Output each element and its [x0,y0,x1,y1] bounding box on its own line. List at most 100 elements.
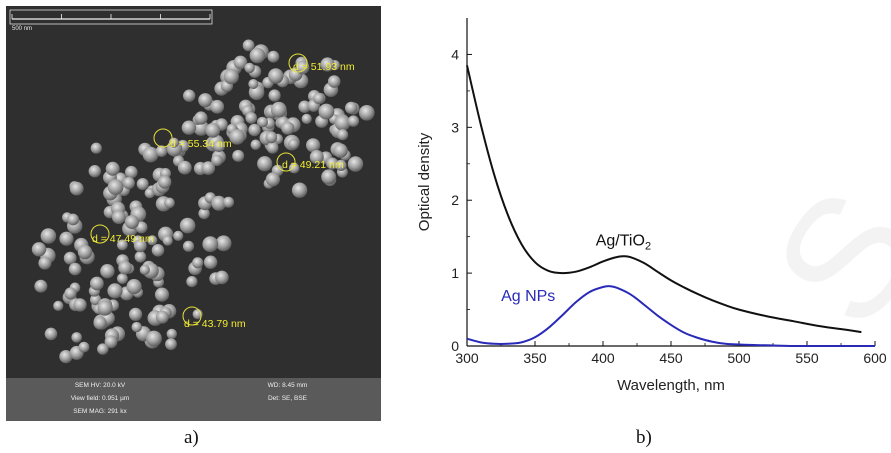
nanoparticle [265,131,278,144]
nanoparticle [198,207,210,220]
nanoparticle [111,210,126,225]
sem-info-bar: SEM HV: 20.0 kV WD: 8.45 mm View field: … [6,378,381,421]
y-tick-label: 0 [451,338,459,354]
diameter-annotation: d = 49.21 nm [282,159,344,171]
nanoparticle [142,146,159,163]
nanoparticle [326,157,339,170]
nanoparticle [288,162,300,174]
nanoparticle [164,197,175,209]
nanoparticle [64,287,77,300]
nanoparticle [63,251,77,265]
nanoparticle [268,68,284,84]
nanoparticle [306,138,321,153]
nanoparticle [298,100,311,113]
nanoparticle [90,294,102,306]
nanoparticle [67,213,79,226]
measurement-circle [182,306,202,326]
sem-micrograph [6,6,381,378]
measurement-circle [153,128,173,148]
scale-bar-label: 500 nm [12,26,33,32]
nanoparticle [359,105,375,121]
nanoparticle [244,62,255,74]
nanoparticle [198,93,213,108]
nanoparticle [44,327,58,341]
label-ag-tio2: Ag/TiO2 [596,232,651,252]
nanoparticle [118,260,132,275]
nanoparticle [249,47,266,64]
nanoparticle [318,103,335,120]
measurement-circle [276,152,296,172]
series-line [466,65,862,334]
x-tick-label: 350 [523,350,547,366]
nanoparticle [192,257,204,269]
nanoparticle [202,236,219,253]
x-tick-label: 400 [591,350,615,366]
sem-wd-text: WD: 8.45 mm [267,382,308,389]
x-tick-label: 600 [863,350,887,366]
nanoparticle [126,279,142,295]
nanoparticle [232,149,245,162]
nanoparticle [154,287,170,302]
nanoparticle [347,156,364,172]
nanoparticle [242,39,255,52]
nanoparticle [125,165,138,179]
nanoparticle [257,116,268,128]
nanoparticle [295,60,310,75]
nanoparticle [210,99,225,114]
x-axis-title: Wavelength, nm [617,377,725,394]
nanoparticle [69,181,84,196]
nanoparticle [71,332,82,343]
nanoparticle [345,101,358,115]
panel-b-caption: b) [636,427,652,448]
nanoparticle [248,79,259,89]
nanoparticle [183,89,196,102]
nanoparticle [131,321,142,333]
nanoparticle [158,175,172,189]
nanoparticle [291,182,308,198]
particle-cluster [31,39,375,364]
nanoparticle [107,179,124,196]
nanoparticle [327,75,341,88]
nanoparticle [135,221,148,234]
nanoparticle [250,139,261,150]
x-tick-label: 300 [455,350,479,366]
nanoparticle [257,156,273,172]
y-tick-label: 1 [451,265,459,281]
panel-a-caption: a) [184,427,199,448]
nanoparticle [59,231,74,246]
sem-image-panel: 500 nm d = 51.93 nm d = 55.34 nm d = 49.… [6,6,381,421]
series-line [466,285,875,348]
nanoparticle [93,316,107,330]
sem-hv-text: SEM HV: 20.0 kV [74,382,126,389]
nanoparticle [347,115,360,127]
nanoparticle [215,270,229,285]
sem-view-field-text: View field: 0.951 µm [70,395,130,402]
measurement-circle [288,53,308,73]
x-tick-label: 500 [727,350,751,366]
nanoparticle [334,115,351,131]
nanoparticle [320,57,335,72]
nanoparticle [133,239,147,253]
nanoparticle [162,235,173,246]
diameter-annotation: d = 55.34 nm [170,138,232,150]
nanoparticle [134,251,147,263]
y-tick-label: 2 [451,192,459,208]
nanoparticle [90,276,104,291]
nanoparticle [90,142,102,154]
nanoparticle [136,178,149,190]
nanoparticle [281,121,295,135]
y-tick-label: 4 [451,46,459,62]
nanoparticle [213,140,225,153]
label-subscript: 2 [645,240,651,252]
nanoparticle [151,244,165,257]
nanoparticle [215,235,232,252]
nanoparticle [229,129,245,145]
nanoparticle [335,159,347,171]
nanoparticle [107,283,123,299]
nanoparticle [156,310,169,324]
label-ag-nps: Ag NPs [501,288,555,305]
nanoparticle [100,264,115,279]
nanoparticle [211,195,227,211]
nanoparticle [117,239,128,251]
measurement-circle [90,224,110,244]
